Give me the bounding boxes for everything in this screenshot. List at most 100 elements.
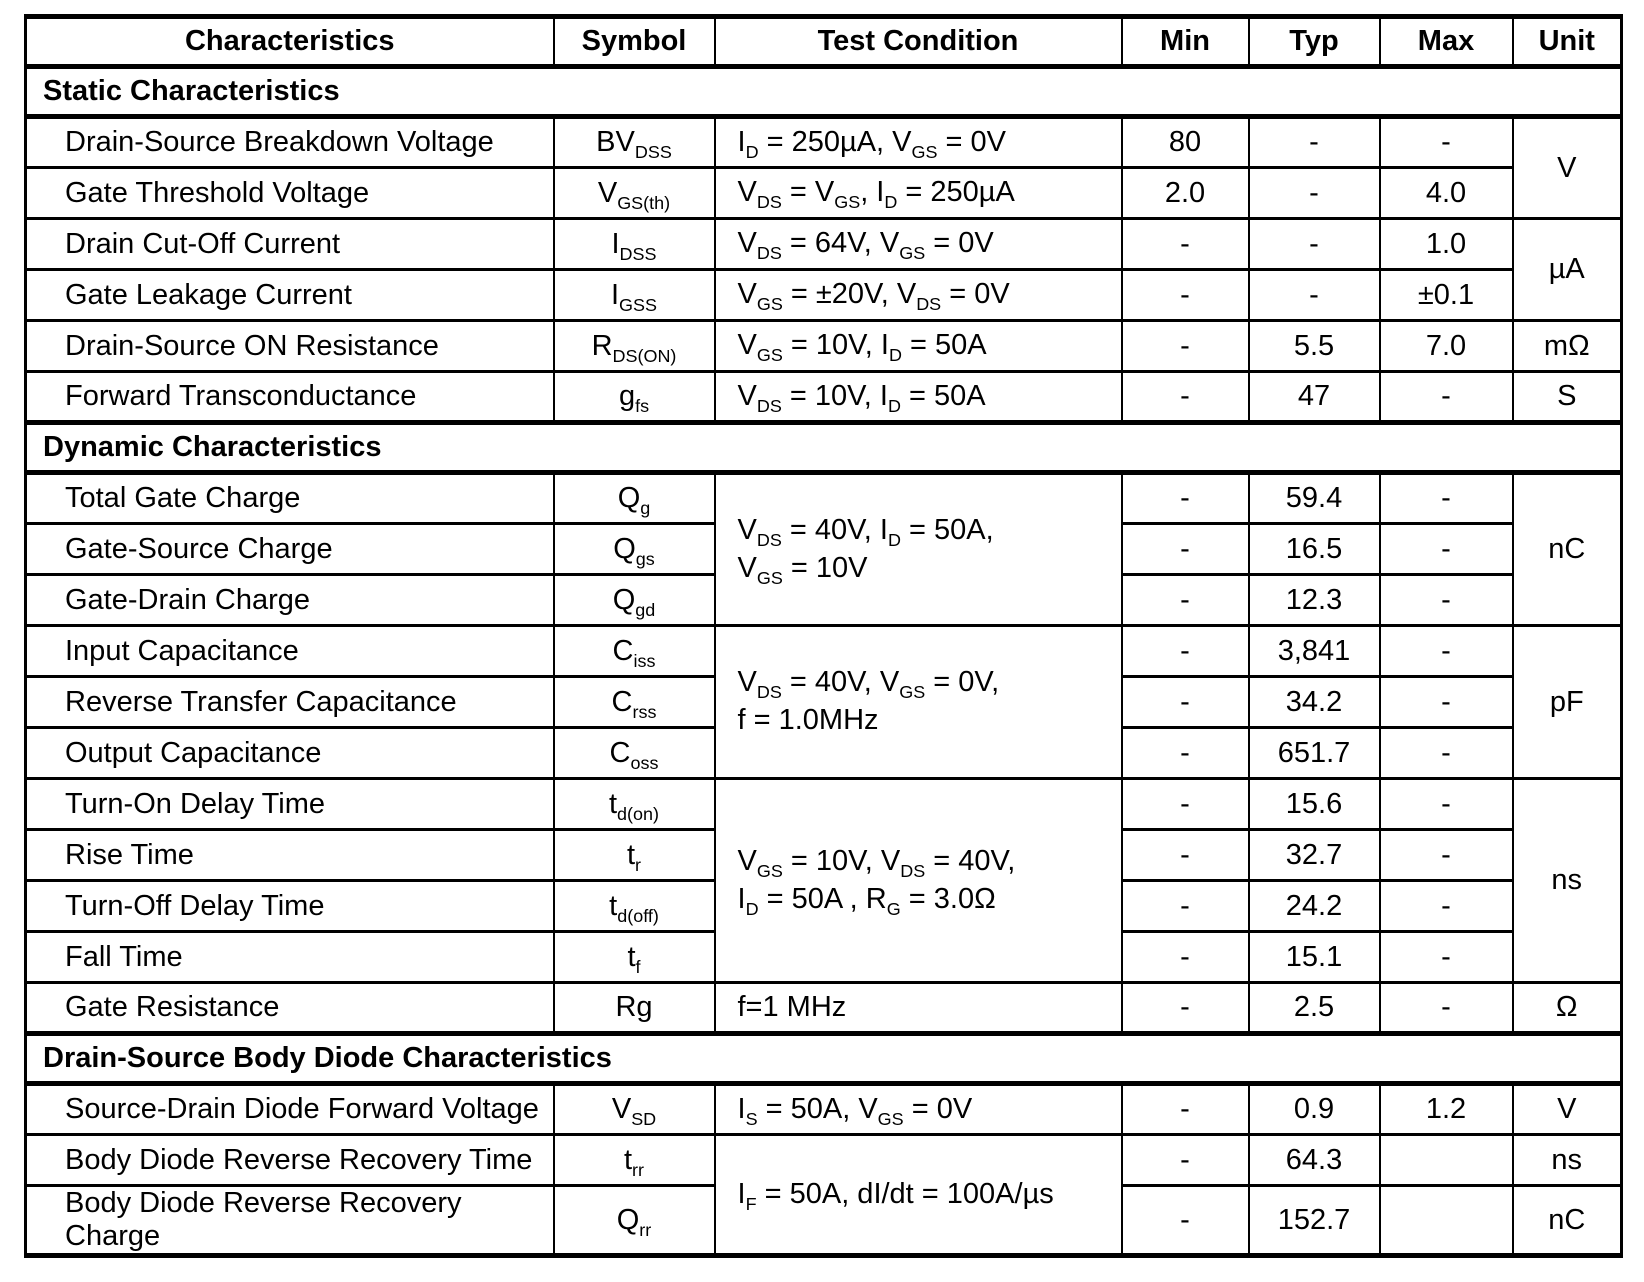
typ-cell: 34.2	[1247, 675, 1381, 729]
test-condition-cell: VDS = 40V, ID = 50A, VGS = 10V	[713, 471, 1123, 627]
table-row: Forward Transconductance gfs VDS = 10V, …	[24, 370, 1623, 424]
max-cell	[1378, 1133, 1514, 1187]
max-cell: -	[1378, 115, 1514, 169]
unit-cell: nC	[1511, 471, 1623, 627]
table-row: Source-Drain Diode Forward Voltage VSD I…	[24, 1082, 1623, 1136]
table-row: Drain-Source Breakdown Voltage BVDSS ID …	[24, 115, 1623, 220]
typ-cell: 47	[1247, 370, 1381, 424]
min-cell: -	[1120, 828, 1250, 882]
typ-cell: -	[1247, 166, 1381, 220]
max-cell: ±0.1	[1378, 268, 1514, 322]
min-cell: -	[1120, 370, 1250, 424]
table-row: Body Diode Reverse Recovery Time trr IF …	[24, 1133, 1623, 1257]
test-condition-cell: VDS = 40V, VGS = 0V, f = 1.0MHz	[713, 624, 1123, 780]
min-cell: -	[1120, 930, 1250, 984]
symbol-cell: VSD	[552, 1082, 716, 1136]
unit-cell: nC	[1511, 1184, 1623, 1257]
table-row: Turn-Off Delay Time td(off) - 24.2 -	[24, 879, 1622, 933]
table-row: Reverse Transfer Capacitance Crss - 34.2…	[24, 675, 1622, 729]
typ-cell: 16.5	[1247, 522, 1381, 576]
min-cell: -	[1120, 319, 1250, 373]
symbol-cell: Qg	[552, 471, 716, 525]
section-title: Drain-Source Body Diode Characteristics	[24, 1031, 1623, 1086]
max-cell: -	[1378, 370, 1514, 424]
max-cell: -	[1378, 471, 1514, 525]
min-cell: -	[1120, 726, 1250, 780]
symbol-cell: Qrr	[552, 1184, 716, 1257]
symbol-cell: Crss	[552, 675, 716, 729]
table-row: Gate-Source Charge Qgs - 16.5 -	[24, 522, 1622, 576]
typ-cell: -	[1247, 115, 1381, 169]
characteristic-cell: Drain-Source ON Resistance	[24, 319, 555, 373]
symbol-cell: td(off)	[552, 879, 716, 933]
table-row: Drain-Source ON Resistance RDS(ON) VGS =…	[24, 319, 1623, 373]
max-cell: -	[1378, 981, 1514, 1035]
characteristic-cell: Output Capacitance	[24, 726, 555, 780]
min-cell: -	[1120, 217, 1250, 271]
section-title: Static Characteristics	[24, 64, 1623, 119]
col-header-max: Max	[1378, 15, 1514, 69]
table-row: Input Capacitance Ciss VDS = 40V, VGS = …	[24, 624, 1623, 780]
symbol-cell: trr	[552, 1133, 716, 1187]
min-cell: -	[1120, 624, 1250, 678]
typ-cell: 32.7	[1247, 828, 1381, 882]
characteristic-cell: Source-Drain Diode Forward Voltage	[24, 1082, 555, 1136]
typ-cell: 59.4	[1247, 471, 1381, 525]
test-condition-cell: ID = 250µA, VGS = 0V	[713, 115, 1123, 169]
max-cell	[1378, 1184, 1514, 1257]
characteristics-table: Characteristics Symbol Test Condition Mi…	[24, 14, 1623, 1258]
max-cell: 4.0	[1378, 166, 1514, 220]
min-cell: 80	[1120, 115, 1250, 169]
test-condition-cell: VDS = 10V, ID = 50A	[713, 370, 1123, 424]
test-condition-cell: VDS = 64V, VGS = 0V	[713, 217, 1123, 271]
min-cell: 2.0	[1120, 166, 1250, 220]
typ-cell: 152.7	[1247, 1184, 1381, 1257]
characteristic-cell: Body Diode Reverse Recovery Charge	[24, 1184, 555, 1257]
table-row: Fall Time tf - 15.1 -	[24, 930, 1622, 984]
unit-cell: S	[1511, 370, 1623, 424]
characteristic-cell: Reverse Transfer Capacitance	[24, 675, 555, 729]
test-condition-cell: VGS = 10V, ID = 50A	[713, 319, 1123, 373]
section-header-row-static: Static Characteristics	[24, 64, 1623, 119]
max-cell: -	[1378, 930, 1514, 984]
characteristic-cell: Drain Cut-Off Current	[24, 217, 555, 271]
table-row: Total Gate Charge Qg VDS = 40V, ID = 50A…	[24, 471, 1623, 627]
min-cell: -	[1120, 777, 1250, 831]
unit-cell: mΩ	[1511, 319, 1623, 373]
max-cell: -	[1378, 879, 1514, 933]
table-row: Gate Leakage Current IGSS VGS = ±20V, VD…	[24, 268, 1622, 322]
table-row: Turn-On Delay Time td(on) VGS = 10V, VDS…	[24, 777, 1623, 984]
col-header-test-condition: Test Condition	[713, 15, 1123, 69]
characteristic-cell: Rise Time	[24, 828, 555, 882]
test-condition-cell: VGS = 10V, VDS = 40V, ID = 50A , RG = 3.…	[713, 777, 1123, 984]
characteristic-cell: Gate Resistance	[24, 981, 555, 1035]
unit-cell: pF	[1511, 624, 1623, 780]
characteristic-cell: Input Capacitance	[24, 624, 555, 678]
characteristic-cell: Fall Time	[24, 930, 555, 984]
symbol-cell: RDS(ON)	[552, 319, 716, 373]
characteristic-cell: Gate-Drain Charge	[24, 573, 555, 627]
typ-cell: 5.5	[1247, 319, 1381, 373]
min-cell: -	[1120, 268, 1250, 322]
test-condition-cell: IS = 50A, VGS = 0V	[713, 1082, 1123, 1136]
symbol-cell: Coss	[552, 726, 716, 780]
typ-cell: 15.1	[1247, 930, 1381, 984]
typ-cell: 3,841	[1247, 624, 1381, 678]
characteristic-cell: Turn-On Delay Time	[24, 777, 555, 831]
symbol-cell: tf	[552, 930, 716, 984]
max-cell: -	[1378, 624, 1514, 678]
characteristic-cell: Drain-Source Breakdown Voltage	[24, 115, 555, 169]
unit-cell: ns	[1511, 1133, 1623, 1187]
table-row: Gate-Drain Charge Qgd - 12.3 -	[24, 573, 1622, 627]
max-cell: -	[1378, 828, 1514, 882]
section-header-row-body-diode: Drain-Source Body Diode Characteristics	[24, 1031, 1623, 1086]
symbol-cell: IGSS	[552, 268, 716, 322]
table-row: Gate Threshold Voltage VGS(th) VDS = VGS…	[24, 166, 1622, 220]
unit-cell: ns	[1511, 777, 1623, 984]
characteristic-cell: Gate-Source Charge	[24, 522, 555, 576]
symbol-cell: tr	[552, 828, 716, 882]
col-header-unit: Unit	[1511, 15, 1623, 69]
symbol-cell: td(on)	[552, 777, 716, 831]
table-row: Drain Cut-Off Current IDSS VDS = 64V, VG…	[24, 217, 1623, 322]
min-cell: -	[1120, 522, 1250, 576]
